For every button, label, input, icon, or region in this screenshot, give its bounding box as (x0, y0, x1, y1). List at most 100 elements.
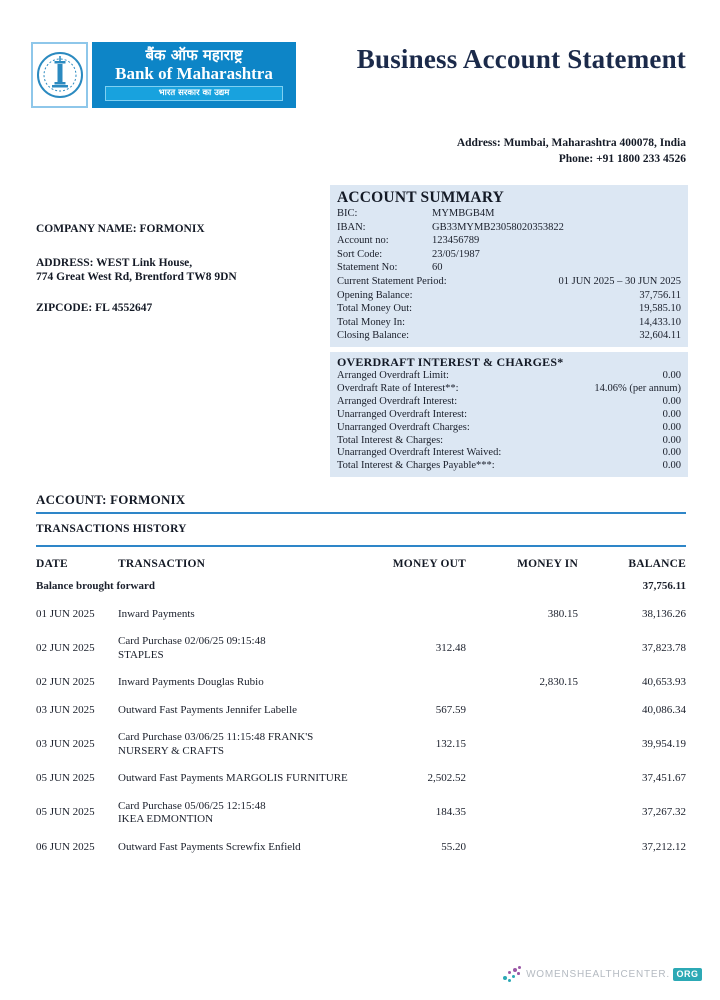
summary-row-label: Opening Balance: (337, 289, 413, 301)
transaction-description: Inward Payments (118, 607, 195, 620)
transaction-date: 01 JUN 2025 (36, 607, 95, 620)
overdraft-row: Unarranged Overdraft Interest: 0.00 (337, 409, 681, 422)
transaction-description: Outward Fast Payments Screwfix Enfield (118, 840, 301, 853)
transaction-row: 03 JUN 2025 Card Purchase 03/06/25 11:15:… (36, 724, 686, 765)
company-address-line1: ADDRESS: WEST Link House, (36, 257, 193, 269)
summary-row-label: Current Statement Period: (337, 275, 447, 287)
transaction-description-line2: IKEA EDMONTION (118, 813, 214, 825)
overdraft-row-value: 0.00 (662, 408, 681, 420)
watermark: WOMENSHEALTHCENTER. ORG (502, 964, 702, 984)
overdraft-row-label: Total Interest & Charges: (337, 434, 444, 446)
overdraft-row-value: 0.00 (662, 434, 681, 446)
bank-name-hindi: बैंक ऑफ महाराष्ट्र (145, 46, 243, 64)
overdraft-row-label: Unarranged Overdraft Charges: (337, 421, 470, 433)
summary-row-value: 37,756.11 (639, 289, 681, 301)
summary-row-label: BIC: (337, 208, 358, 219)
overdraft-row: Arranged Overdraft Limit: 0.00 (337, 370, 681, 383)
transaction-row: 02 JUN 2025 Inward Payments Douglas Rubio… (36, 669, 686, 697)
overdraft-title: OVERDRAFT INTEREST & CHARGES* (337, 355, 564, 369)
summary-row-value: 01 JUN 2025 – 30 JUN 2025 (558, 275, 681, 287)
bank-emblem (31, 42, 88, 108)
page-title: Business Account Statement (356, 44, 686, 74)
transaction-balance: 39,954.19 (642, 737, 686, 750)
col-header-money-out: MONEY OUT (392, 558, 466, 570)
overdraft-row-value: 14.06% (per annum) (594, 382, 681, 394)
transaction-row: 02 JUN 2025 Card Purchase 02/06/25 09:15:… (36, 628, 686, 669)
bank-contact-block: Address: Mumbai, Maharashtra 400078, Ind… (457, 136, 686, 167)
transaction-description: Outward Fast Payments MARGOLIS FURNITURE (118, 772, 348, 784)
transaction-balance: 40,086.34 (642, 703, 686, 716)
transaction-description: Inward Payments Douglas Rubio (118, 676, 264, 688)
balance-brought-forward-label: Balance brought forward (36, 580, 155, 592)
transaction-money-out: 2,502.52 (427, 772, 467, 784)
transaction-balance: 38,136.26 (642, 607, 686, 620)
transaction-balance: 37,212.12 (642, 840, 686, 853)
summary-row-value: 123456789 (432, 235, 480, 247)
transaction-money-out: 184.35 (435, 806, 466, 819)
transaction-money-in (466, 697, 578, 725)
bank-emblem-icon (36, 52, 83, 98)
overdraft-row-value: 0.00 (662, 395, 681, 407)
account-summary-title: ACCOUNT SUMMARY (337, 189, 505, 206)
summary-row-value: 14,433.10 (639, 316, 681, 328)
overdraft-rows: Arranged Overdraft Limit: 0.00 Overdraft R… (337, 370, 681, 473)
summary-row: Total Money In: 14,433.10 (337, 316, 681, 330)
overdraft-row-label: Arranged Overdraft Interest: (337, 395, 458, 407)
transaction-money-out: 567.59 (435, 703, 466, 716)
summary-row-label: Account no: (337, 235, 389, 247)
overdraft-row-label: Unarranged Overdraft Interest Waived: (337, 447, 502, 459)
overdraft-row-value: 0.00 (662, 460, 681, 472)
summary-row-value: GB33MYMB23058020353822 (432, 221, 564, 233)
transactions-table: DATE TRANSACTION MONEY OUT MONEY IN BALA… (36, 547, 686, 861)
transaction-row: 01 JUN 2025 Inward Payments 380.15 38,136.2… (36, 601, 686, 629)
account-summary-panel: ACCOUNT SUMMARY BIC: MYMBGB4M IBAN: GB33MYM… (330, 185, 688, 347)
transaction-money-in (466, 724, 578, 765)
summary-row-label: Total Money Out: (337, 303, 413, 315)
transaction-money-out: 312.48 (435, 641, 466, 654)
transactions-section: ACCOUNT: FORMONIX TRANSACTIONS HISTORY D… (36, 492, 686, 861)
transaction-money-in (466, 765, 578, 793)
overdraft-row: Unarranged Overdraft Charges: 0.00 (337, 422, 681, 435)
col-header-date: DATE (36, 558, 68, 570)
transaction-balance: 37,823.78 (642, 641, 686, 654)
balance-brought-forward-row: Balance brought forward 37,756.11 (36, 573, 686, 601)
transaction-date: 03 JUN 2025 (36, 703, 95, 716)
transaction-date: 05 JUN 2025 (36, 772, 95, 784)
account-summary-rows: BIC: MYMBGB4M IBAN: GB33MYMB23058020353822 A… (337, 207, 681, 343)
bank-logo: बैंक ऑफ महाराष्ट्र Bank of Maharashtra भ… (31, 42, 296, 108)
transaction-date: 05 JUN 2025 (36, 806, 95, 819)
transaction-description-line2: STAPLES (118, 648, 164, 661)
account-section-title: ACCOUNT: FORMONIX (36, 492, 686, 514)
bank-tagline-hindi: भारत सरकार का उद्यम (105, 86, 283, 101)
overdraft-panel: OVERDRAFT INTEREST & CHARGES* Arranged O… (330, 352, 688, 478)
transactions-history-title: TRANSACTIONS HISTORY (36, 523, 686, 547)
summary-row: Opening Balance: 37,756.11 (337, 289, 681, 303)
summary-row: Sort Code: 23/05/1987 (337, 248, 681, 262)
overdraft-row: Total Interest & Charges: 0.00 (337, 435, 681, 448)
summary-row: Account no: 123456789 (337, 234, 681, 248)
transaction-description: Outward Fast Payments Jennifer Labelle (118, 703, 298, 716)
summary-row: BIC: MYMBGB4M (337, 207, 681, 221)
overdraft-row-label: Arranged Overdraft Limit: (337, 370, 449, 381)
col-header-transaction: TRANSACTION (118, 558, 206, 570)
transaction-money-out: 55.20 (441, 840, 466, 853)
transaction-date: 02 JUN 2025 (36, 676, 95, 688)
transaction-description: Card Purchase 05/06/25 12:15:48 IKEA EDMO… (118, 793, 370, 834)
summary-row-label: Closing Balance: (337, 330, 410, 342)
company-block: COMPANY NAME: FORMONIX ADDRESS: WEST Lin… (36, 222, 321, 315)
overdraft-row-label: Total Interest & Charges Payable***: (337, 460, 495, 472)
col-header-balance: BALANCE (628, 558, 686, 570)
overdraft-row-label: Overdraft Rate of Interest**: (337, 382, 459, 394)
bank-name-english: Bank of Maharashtra (115, 64, 273, 83)
watermark-text: WOMENSHEALTHCENTER. (526, 968, 670, 980)
transaction-description-line2: NURSERY & CRAFTS (118, 744, 224, 757)
transactions-header-row: DATE TRANSACTION MONEY OUT MONEY IN BALA… (36, 547, 686, 573)
summary-row-label: Sort Code: (337, 248, 383, 260)
summary-row: Closing Balance: 32,604.11 (337, 329, 681, 343)
summary-row: Statement No: 60 (337, 261, 681, 275)
transaction-money-in: 2,830.15 (539, 676, 579, 688)
transaction-date: 06 JUN 2025 (36, 840, 95, 853)
summary-row-value: 19,585.10 (639, 303, 681, 315)
bank-logo-panel: बैंक ऑफ महाराष्ट्र Bank of Maharashtra भ… (92, 42, 296, 108)
